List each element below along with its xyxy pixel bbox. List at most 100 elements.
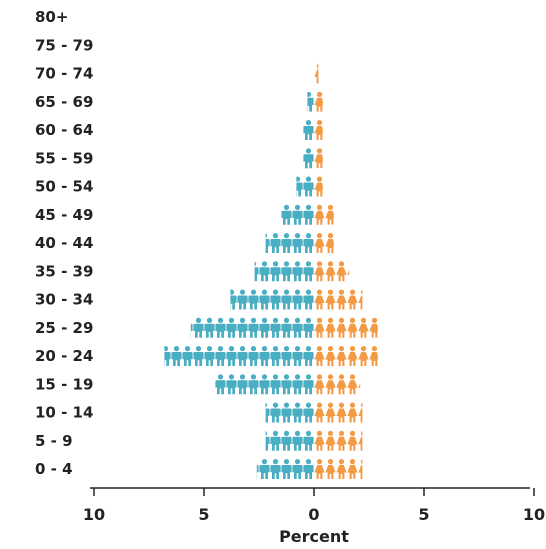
male-person-icon <box>292 346 303 366</box>
age-label: 25 - 29 <box>35 319 93 337</box>
male-person-icon <box>270 430 281 451</box>
x-tick-label: 0 <box>308 505 319 524</box>
male-person-icon <box>259 289 270 310</box>
male-person-icon <box>281 430 292 451</box>
age-group-labels: 0 - 4 5 - 9 10 - 14 15 - 19 20 - 24 25 - 29 30… <box>35 8 93 478</box>
male-person-icon <box>204 346 215 366</box>
male-person-icon <box>281 374 292 395</box>
female-person-icon <box>347 317 358 338</box>
female-person-icon <box>325 233 334 253</box>
male-person-icon <box>281 289 292 310</box>
female-person-icon <box>314 402 325 423</box>
female-person-icon <box>336 346 347 366</box>
male-person-icon <box>226 374 237 395</box>
female-person-icon <box>336 317 347 338</box>
male-person-icon <box>292 261 303 282</box>
female-person-icon <box>314 91 323 112</box>
female-person-icon <box>347 430 358 451</box>
age-label: 75 - 79 <box>35 36 93 54</box>
female-person-icon <box>314 63 319 84</box>
male-person-icon <box>226 346 237 366</box>
male-person-icon <box>204 317 215 338</box>
male-person-icon <box>256 465 259 479</box>
age-label: 80+ <box>35 8 68 26</box>
female-person-icon <box>314 374 325 395</box>
male-person-icon <box>303 233 314 253</box>
male-person-icon <box>292 402 303 423</box>
male-person-icon <box>237 289 248 310</box>
x-tick-label: 5 <box>198 505 209 524</box>
female-person-icon <box>358 430 363 451</box>
female-person-icon <box>314 233 325 253</box>
male-person-icon <box>270 289 281 310</box>
male-person-icon <box>270 459 281 479</box>
female-person-icon <box>358 459 363 479</box>
male-person-icon <box>303 346 314 366</box>
female-person-icon <box>347 289 358 310</box>
male-person-icon <box>292 317 303 338</box>
female-person-icon <box>325 346 336 366</box>
female-person-icon <box>314 148 323 169</box>
male-person-icon <box>303 430 314 451</box>
female-person-icon <box>336 402 347 423</box>
male-person-icon <box>193 346 204 366</box>
male-person-icon <box>259 459 270 479</box>
age-label: 20 - 24 <box>35 347 93 365</box>
male-person-icon <box>182 346 193 366</box>
female-person-icon <box>314 459 325 479</box>
age-label: 70 - 74 <box>35 65 93 83</box>
male-person-icon <box>226 317 237 338</box>
x-tick-label: 10 <box>523 505 545 524</box>
female-person-icon <box>347 459 358 479</box>
male-person-icon <box>237 317 248 338</box>
male-person-icon <box>215 317 226 338</box>
male-person-icon <box>292 289 303 310</box>
age-label: 35 - 39 <box>35 262 93 280</box>
female-person-icon <box>347 374 358 395</box>
male-person-icon <box>254 261 259 282</box>
age-label: 60 - 64 <box>35 121 93 139</box>
x-tick-label: 10 <box>83 505 105 524</box>
male-person-icon <box>281 261 292 282</box>
male-person-icon <box>270 402 281 423</box>
male-person-icon <box>248 317 259 338</box>
male-person-icon <box>281 204 292 225</box>
female-person-icon <box>325 289 336 310</box>
x-tick-label: 5 <box>418 505 429 524</box>
male-person-icon <box>270 317 281 338</box>
female-person-icon <box>325 402 336 423</box>
x-axis-title: Percent <box>279 527 349 546</box>
male-person-icon <box>303 374 314 395</box>
male-person-icon <box>237 346 248 366</box>
female-person-icon <box>336 261 347 282</box>
female-person-icon <box>347 346 358 366</box>
male-person-icon <box>292 204 303 225</box>
female-person-icon <box>314 317 325 338</box>
male-person-icon <box>307 91 314 112</box>
female-person-icon <box>347 269 350 275</box>
male-person-icon <box>296 176 303 197</box>
male-person-icon <box>292 233 303 253</box>
male-person-icon <box>265 430 270 451</box>
female-person-icon <box>336 289 347 310</box>
female-person-icon <box>358 317 369 338</box>
female-person-icon <box>336 459 347 479</box>
male-person-icon <box>248 346 259 366</box>
x-axis-ticks: 10 5 0 5 10 <box>83 488 545 524</box>
male-person-icon <box>270 346 281 366</box>
male-person-icon <box>164 346 171 366</box>
male-person-icon <box>292 430 303 451</box>
male-person-icon <box>215 346 226 366</box>
female-person-icon <box>369 346 378 366</box>
male-person-icon <box>281 233 292 253</box>
female-person-icon <box>325 204 334 225</box>
male-person-icon <box>259 346 270 366</box>
male-person-icon <box>230 289 237 310</box>
female-person-icon <box>358 402 363 423</box>
female-person-icon <box>336 374 347 395</box>
age-label: 15 - 19 <box>35 375 93 393</box>
female-person-icon <box>358 289 363 310</box>
male-person-icon <box>281 317 292 338</box>
age-label: 30 - 34 <box>35 291 93 309</box>
female-person-icon <box>314 346 325 366</box>
